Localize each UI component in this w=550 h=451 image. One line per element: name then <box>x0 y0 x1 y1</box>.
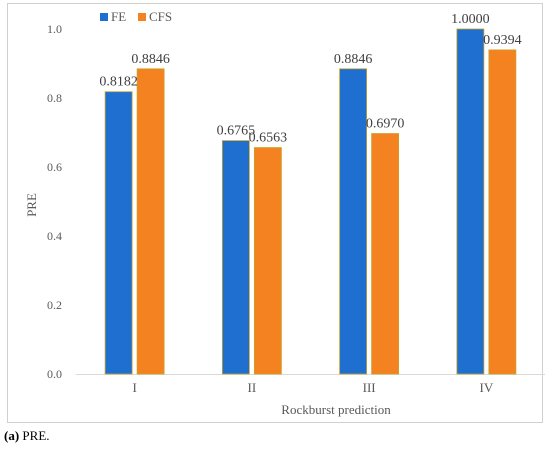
bar-fe-ii <box>221 140 250 375</box>
bar-cfs-i <box>136 68 165 375</box>
bar-fe-i <box>104 91 133 375</box>
x-tick-label: III <box>363 380 376 395</box>
x-tick-label: II <box>248 380 257 395</box>
legend-label-cfs: CFS <box>149 9 172 24</box>
x-axis-title: Rockburst prediction <box>281 402 391 417</box>
y-axis-title: PRE <box>24 193 39 217</box>
y-tick-label: 0.6 <box>47 160 62 174</box>
data-label: 0.6765 <box>217 124 256 139</box>
bar-fe-iv <box>456 28 485 375</box>
data-label: 1.0000 <box>451 12 490 27</box>
data-label: 0.8846 <box>334 52 373 67</box>
legend: FE CFS <box>100 9 172 24</box>
bar-cfs-iv <box>488 49 517 375</box>
data-label: 0.8182 <box>99 75 138 90</box>
y-tick-label: 1.0 <box>47 22 62 36</box>
caption-text: PRE. <box>19 428 50 443</box>
y-tick-label: 0.4 <box>47 229 62 243</box>
data-label: 0.8846 <box>131 52 170 67</box>
y-tick-label: 0.0 <box>47 367 62 381</box>
bars <box>104 28 517 375</box>
x-axis: I II III IV <box>76 374 545 395</box>
bar-cfs-ii <box>253 147 282 375</box>
x-tick-label: IV <box>480 380 494 395</box>
y-tick-label: 0.8 <box>47 91 62 105</box>
legend-label-fe: FE <box>111 9 126 24</box>
legend-swatch-cfs <box>138 13 146 21</box>
x-tick-label: I <box>132 380 136 395</box>
legend-swatch-fe <box>100 13 108 21</box>
y-axis: 0.0 0.2 0.4 0.6 0.8 1.0 <box>47 22 62 381</box>
y-tick-label: 0.2 <box>47 298 62 312</box>
bar-cfs-iii <box>371 133 400 375</box>
caption-label: (a) <box>4 428 20 443</box>
data-label: 0.6563 <box>249 131 288 146</box>
data-label: 0.9394 <box>483 33 522 48</box>
data-label: 0.6970 <box>366 117 405 132</box>
bar-fe-iii <box>339 68 368 375</box>
figure-caption: (a) PRE. <box>4 428 50 444</box>
